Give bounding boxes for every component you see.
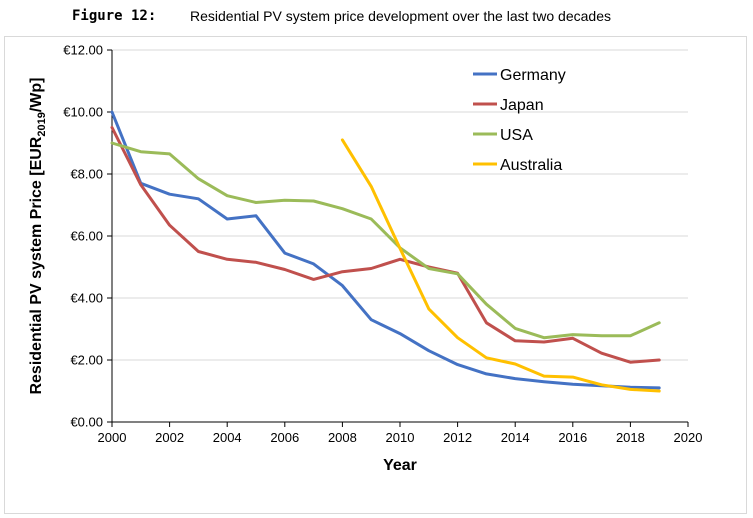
x-tick-label: 2010 [386,430,415,445]
y-tick-label: €8.00 [70,167,103,182]
series-line-australia [340,138,661,393]
grid-lines [112,49,688,361]
y-tick-label: €10.00 [63,105,103,120]
x-tick-label: 2014 [501,430,530,445]
y-axis-label-end: /Wp] [28,77,45,112]
legend-label: Germany [500,67,566,84]
y-tick-label: €4.00 [70,291,103,306]
axes [107,49,689,427]
y-axis-label-main: Residential PV system Price [EUR [28,136,45,394]
y-axis-label-subscript: 2019 [36,112,48,136]
x-tick-label: 2018 [616,430,645,445]
y-tick-label: €2.00 [70,353,103,368]
legend-item-usa: USA [473,127,533,144]
y-tick-label: €0.00 [70,415,103,430]
x-tick-label: 2000 [98,430,127,445]
figure-label: Figure 12: [72,8,157,24]
x-tick-label: 2012 [443,430,472,445]
series-line-germany [110,110,661,390]
legend-item-australia: Australia [473,157,562,174]
figure-caption: Figure 12: Residential PV system price d… [0,8,753,28]
legend-label: Japan [500,97,544,114]
x-tick-label: 2004 [213,430,242,445]
x-tick-label: 2016 [558,430,587,445]
legend-label: USA [500,127,533,144]
x-tick-label: 2008 [328,430,357,445]
y-tick-labels: €0.00 €2.00 €4.00 €6.00 €8.00 €10.00 €12.00 [63,43,103,430]
y-tick-label: €6.00 [70,229,103,244]
x-axis-label: Year [383,457,417,474]
series-lines [110,110,661,393]
x-tick-label: 2002 [155,430,184,445]
x-tick-labels: 2000 2002 2004 2006 2008 2010 2012 2014 2016 2018… [98,430,703,445]
legend-label: Australia [500,157,562,174]
series-line-japan [110,126,661,364]
legend-item-germany: Germany [473,67,566,84]
line-chart: €0.00 €2.00 €4.00 €6.00 €8.00 €10.00 €12.00 20… [28,43,703,475]
chart-frame: €0.00 €2.00 €4.00 €6.00 €8.00 €10.00 €12.00 20… [4,36,747,514]
x-tick-label: 2006 [270,430,299,445]
y-tick-label: €12.00 [63,43,103,58]
y-axis-label: Residential PV system Price [EUR2019/Wp] [28,77,48,394]
series-line-usa [110,141,661,340]
figure-title: Residential PV system price development … [190,8,611,24]
legend: Germany Japan USA Australia [473,67,566,174]
x-tick-label: 2020 [674,430,703,445]
legend-item-japan: Japan [473,97,544,114]
